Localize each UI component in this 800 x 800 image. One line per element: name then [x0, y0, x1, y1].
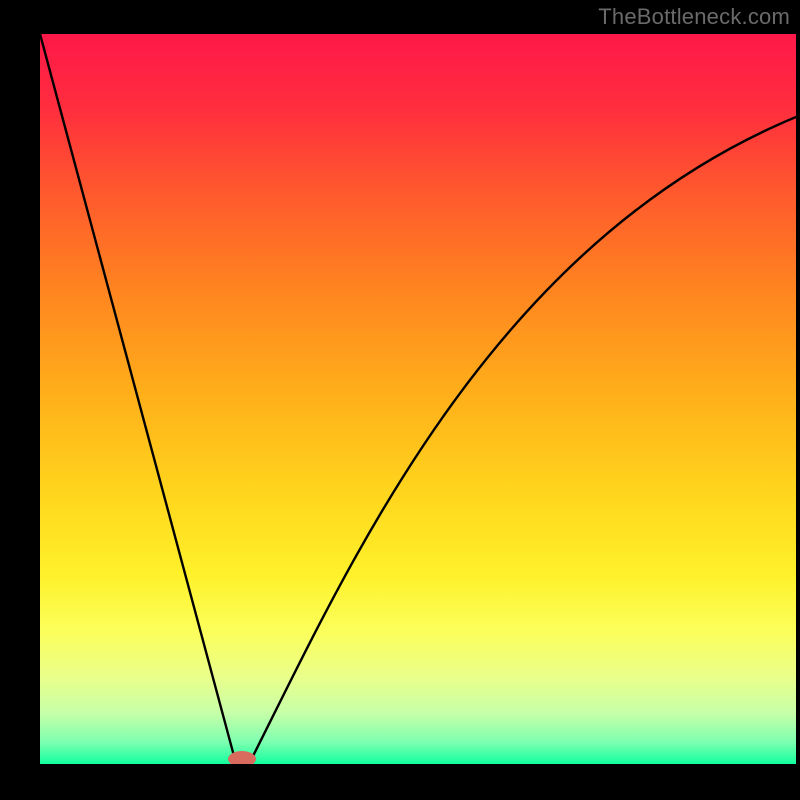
plot-svg — [40, 34, 796, 764]
plot-area — [40, 34, 796, 764]
image-root: TheBottleneck.com — [0, 0, 800, 800]
heat-gradient-background — [40, 34, 796, 764]
watermark-text: TheBottleneck.com — [598, 4, 790, 30]
